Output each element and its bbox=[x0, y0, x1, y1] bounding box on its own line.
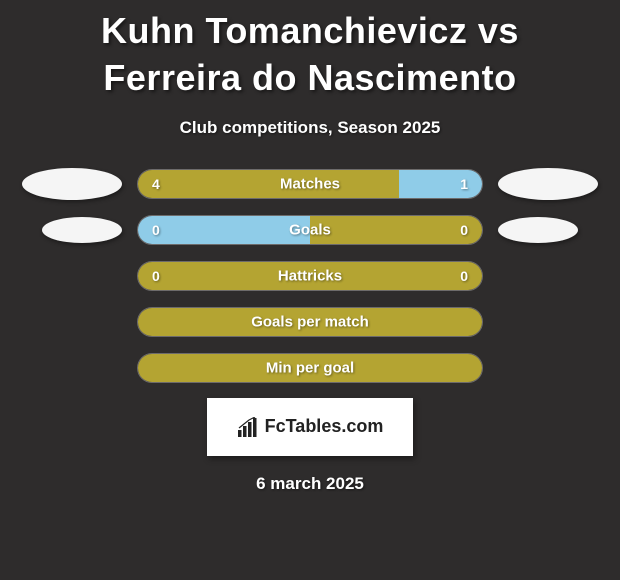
stat-name: Min per goal bbox=[266, 359, 354, 376]
bar-segment-right: 0 bbox=[310, 216, 482, 244]
stats-rows: 4 1 Matches 0 0 Goals 0 0 Hattricks Goals per mat… bbox=[0, 168, 620, 384]
stat-name: Hattricks bbox=[278, 267, 342, 284]
stat-bar: 0 0 Hattricks bbox=[137, 261, 483, 291]
stat-row: 0 0 Hattricks bbox=[0, 260, 620, 292]
right-value: 0 bbox=[460, 268, 468, 284]
logo-box[interactable]: FcTables.com bbox=[207, 398, 413, 456]
player1-marker bbox=[42, 217, 122, 243]
chart-container: Kuhn Tomanchievicz vs Ferreira do Nascim… bbox=[0, 0, 620, 494]
left-value: 0 bbox=[152, 222, 160, 238]
stat-row: Goals per match bbox=[0, 306, 620, 338]
right-value: 1 bbox=[460, 176, 468, 192]
left-value: 4 bbox=[152, 176, 160, 192]
stat-name: Goals per match bbox=[251, 313, 369, 330]
bar-chart-icon bbox=[237, 417, 259, 437]
logo-text: FcTables.com bbox=[265, 416, 384, 437]
bar-segment-left: 0 bbox=[138, 216, 310, 244]
page-title: Kuhn Tomanchievicz vs Ferreira do Nascim… bbox=[0, 0, 620, 102]
stat-row: 0 0 Goals bbox=[0, 214, 620, 246]
stat-name: Goals bbox=[289, 221, 331, 238]
bar-segment-right: 1 bbox=[399, 170, 482, 198]
stat-bar: 4 1 Matches bbox=[137, 169, 483, 199]
stat-bar: 0 0 Goals bbox=[137, 215, 483, 245]
stat-row: 4 1 Matches bbox=[0, 168, 620, 200]
right-value: 0 bbox=[460, 222, 468, 238]
player1-marker bbox=[22, 168, 122, 200]
left-value: 0 bbox=[152, 268, 160, 284]
bar-segment-left: 4 bbox=[138, 170, 399, 198]
subtitle: Club competitions, Season 2025 bbox=[0, 118, 620, 138]
date-text: 6 march 2025 bbox=[0, 474, 620, 494]
stat-row: Min per goal bbox=[0, 352, 620, 384]
stat-bar: Min per goal bbox=[137, 353, 483, 383]
logo-inner: FcTables.com bbox=[237, 416, 384, 437]
stat-bar: Goals per match bbox=[137, 307, 483, 337]
stat-name: Matches bbox=[280, 175, 340, 192]
player2-marker bbox=[498, 168, 598, 200]
player2-marker bbox=[498, 217, 578, 243]
